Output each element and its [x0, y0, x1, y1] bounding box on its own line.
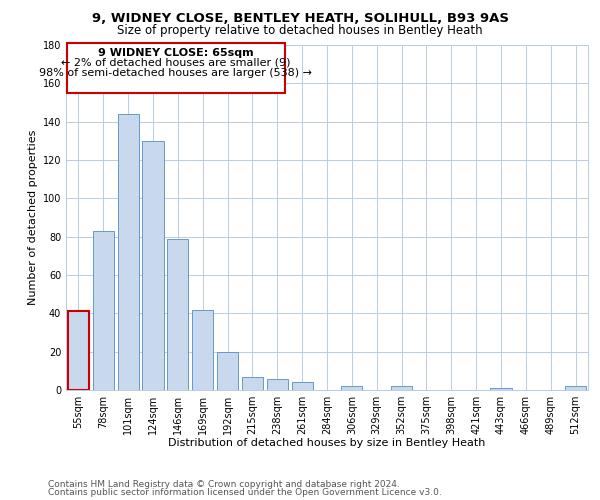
Text: 9 WIDNEY CLOSE: 65sqm: 9 WIDNEY CLOSE: 65sqm	[98, 48, 254, 58]
Bar	[490, 388, 512, 390]
Bar	[93, 231, 114, 390]
Text: ← 2% of detached houses are smaller (9): ← 2% of detached houses are smaller (9)	[61, 58, 291, 68]
Text: 98% of semi-detached houses are larger (538) →: 98% of semi-detached houses are larger (…	[40, 68, 313, 78]
Text: 9, WIDNEY CLOSE, BENTLEY HEATH, SOLIHULL, B93 9AS: 9, WIDNEY CLOSE, BENTLEY HEATH, SOLIHULL…	[91, 12, 509, 26]
Bar	[67, 43, 285, 93]
Bar	[68, 312, 89, 390]
Text: Size of property relative to detached houses in Bentley Heath: Size of property relative to detached ho…	[117, 24, 483, 37]
Text: Contains HM Land Registry data © Crown copyright and database right 2024.: Contains HM Land Registry data © Crown c…	[48, 480, 400, 489]
Bar	[267, 378, 288, 390]
Bar	[391, 386, 412, 390]
Bar	[292, 382, 313, 390]
Bar	[118, 114, 139, 390]
Bar	[565, 386, 586, 390]
Y-axis label: Number of detached properties: Number of detached properties	[28, 130, 38, 305]
Bar	[217, 352, 238, 390]
Bar	[242, 376, 263, 390]
Bar	[192, 310, 213, 390]
X-axis label: Distribution of detached houses by size in Bentley Heath: Distribution of detached houses by size …	[169, 438, 485, 448]
Bar	[341, 386, 362, 390]
Text: Contains public sector information licensed under the Open Government Licence v3: Contains public sector information licen…	[48, 488, 442, 497]
Bar	[142, 141, 164, 390]
Bar	[167, 238, 188, 390]
